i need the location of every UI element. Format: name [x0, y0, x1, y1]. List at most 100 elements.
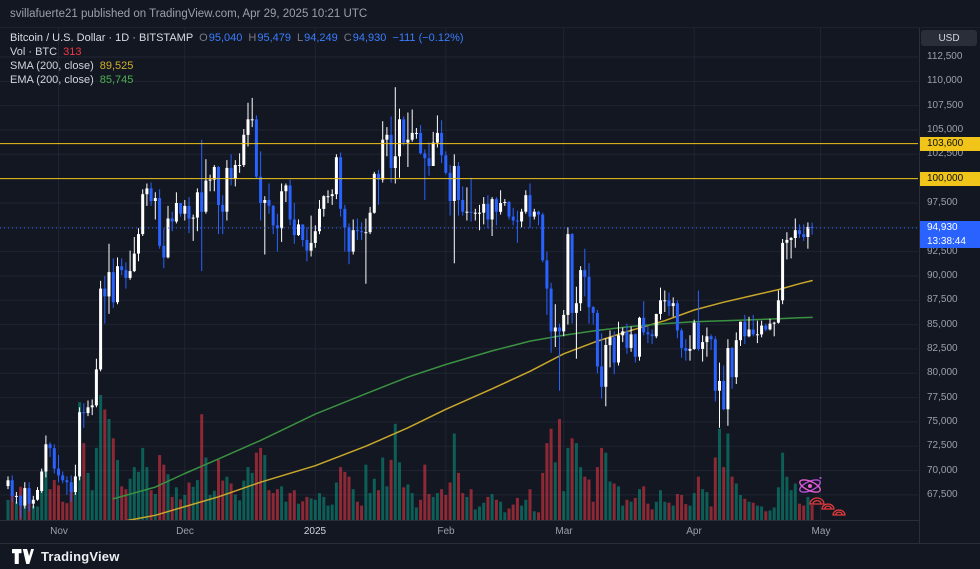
- symbol-title: Bitcoin / U.S. Dollar · 1D · BITSTAMP: [10, 32, 194, 44]
- volume-bar: [284, 501, 288, 520]
- volume-bar: [431, 496, 435, 520]
- candle-body: [579, 270, 583, 304]
- tradingview-brand[interactable]: TradingView: [41, 549, 120, 564]
- candle-body: [204, 180, 208, 212]
- candle-body: [583, 270, 587, 277]
- candle-body: [86, 407, 90, 414]
- volume-bar: [499, 501, 503, 520]
- price-axis[interactable]: 112,500 110,000 107,500 105,000 102,500 100,0…: [919, 28, 980, 543]
- volume-bar: [747, 501, 751, 520]
- volume-bar: [158, 455, 162, 520]
- candle-body: [612, 337, 616, 363]
- volume-bar: [330, 504, 334, 520]
- candle-body: [23, 488, 27, 506]
- candle-body: [810, 226, 814, 228]
- candle-body: [381, 139, 385, 180]
- candle-body: [318, 208, 321, 232]
- last-price-label: 94,930: [920, 221, 980, 235]
- time-axis[interactable]: Nov Dec 2025 Feb Mar Apr May: [0, 520, 919, 544]
- legend: Bitcoin / U.S. Dollar · 1D · BITSTAMP O95…: [10, 31, 464, 87]
- volume-bar: [398, 462, 401, 520]
- volume-bar: [793, 483, 797, 520]
- volume-bar: [465, 496, 469, 520]
- candle-body: [621, 331, 625, 336]
- candle-body: [153, 198, 157, 201]
- volume-bar: [444, 495, 448, 520]
- candle-body: [330, 194, 334, 197]
- candle-body: [229, 167, 233, 179]
- candle-body: [297, 224, 300, 236]
- candle-body: [141, 194, 145, 235]
- candle-body: [242, 134, 246, 165]
- volume-bar: [14, 501, 18, 520]
- alert-price-label[interactable]: 100,000: [920, 172, 980, 186]
- candle-body: [431, 142, 435, 166]
- volume-bar: [288, 493, 292, 520]
- candle-body: [158, 198, 162, 246]
- volume-bar: [200, 414, 204, 520]
- volume-bar: [313, 499, 317, 520]
- candle-body: [713, 339, 717, 391]
- price-tick: 85,000: [927, 319, 958, 330]
- volume-bar: [743, 498, 747, 520]
- volume-bar: [389, 459, 393, 520]
- candle-body: [608, 337, 612, 346]
- candle-body: [515, 220, 519, 222]
- volume-bar: [364, 464, 368, 520]
- volume-bar: [166, 474, 170, 520]
- volume-bar: [267, 490, 271, 520]
- currency-toggle-button[interactable]: USD: [921, 30, 977, 46]
- sma-value: 89,525: [99, 60, 134, 72]
- price-tick: 107,500: [927, 100, 964, 111]
- candle-body: [591, 307, 595, 313]
- bar-countdown-label: 13:38:44: [920, 235, 980, 248]
- candle-body: [292, 219, 296, 236]
- volume-bar: [301, 501, 305, 521]
- candle-body: [124, 270, 128, 278]
- time-tick: 2025: [303, 526, 327, 537]
- volume-bar: [6, 499, 10, 520]
- candle-body: [478, 212, 481, 214]
- tradingview-logo-icon[interactable]: [12, 548, 34, 565]
- candle-body: [419, 132, 423, 154]
- volume-bar: [65, 503, 69, 520]
- volume-bar: [734, 483, 738, 520]
- alert-price-label[interactable]: 103,600: [920, 137, 980, 151]
- volume-bar: [608, 481, 612, 520]
- candle-body: [27, 488, 31, 504]
- volume-bar: [696, 476, 700, 520]
- volume-bar: [448, 482, 452, 520]
- candle-body: [566, 234, 570, 315]
- candle-body: [309, 242, 313, 251]
- candle-body: [271, 205, 275, 226]
- volume-bar: [671, 505, 675, 520]
- volume-bar: [667, 502, 671, 520]
- price-tick: 97,500: [927, 197, 958, 208]
- volume-bar: [343, 471, 347, 520]
- price-tick: 92,500: [927, 246, 958, 257]
- candle-body: [701, 342, 705, 349]
- candle-body: [776, 300, 780, 323]
- candle-body: [537, 211, 540, 215]
- volume-bar: [469, 489, 473, 520]
- candle-body: [675, 303, 679, 331]
- volume-bar: [322, 496, 326, 520]
- candle-body: [137, 234, 140, 254]
- volume-bar: [372, 478, 376, 520]
- candle-body: [225, 167, 229, 212]
- volume-bar: [629, 501, 633, 520]
- volume-bar: [90, 490, 94, 520]
- candle-body: [562, 314, 566, 332]
- candle-body: [355, 230, 359, 232]
- volume-label: Vol · BTC: [10, 46, 58, 58]
- candle-body: [461, 200, 465, 212]
- volume-bar: [402, 487, 406, 520]
- candle-body: [696, 322, 700, 349]
- candle-body: [36, 490, 39, 500]
- candle-body: [595, 312, 599, 367]
- volume-bar: [111, 438, 115, 520]
- ohlc-low-value: 94,249: [304, 32, 338, 44]
- volume-bar: [271, 493, 275, 520]
- volume-bar: [355, 501, 359, 520]
